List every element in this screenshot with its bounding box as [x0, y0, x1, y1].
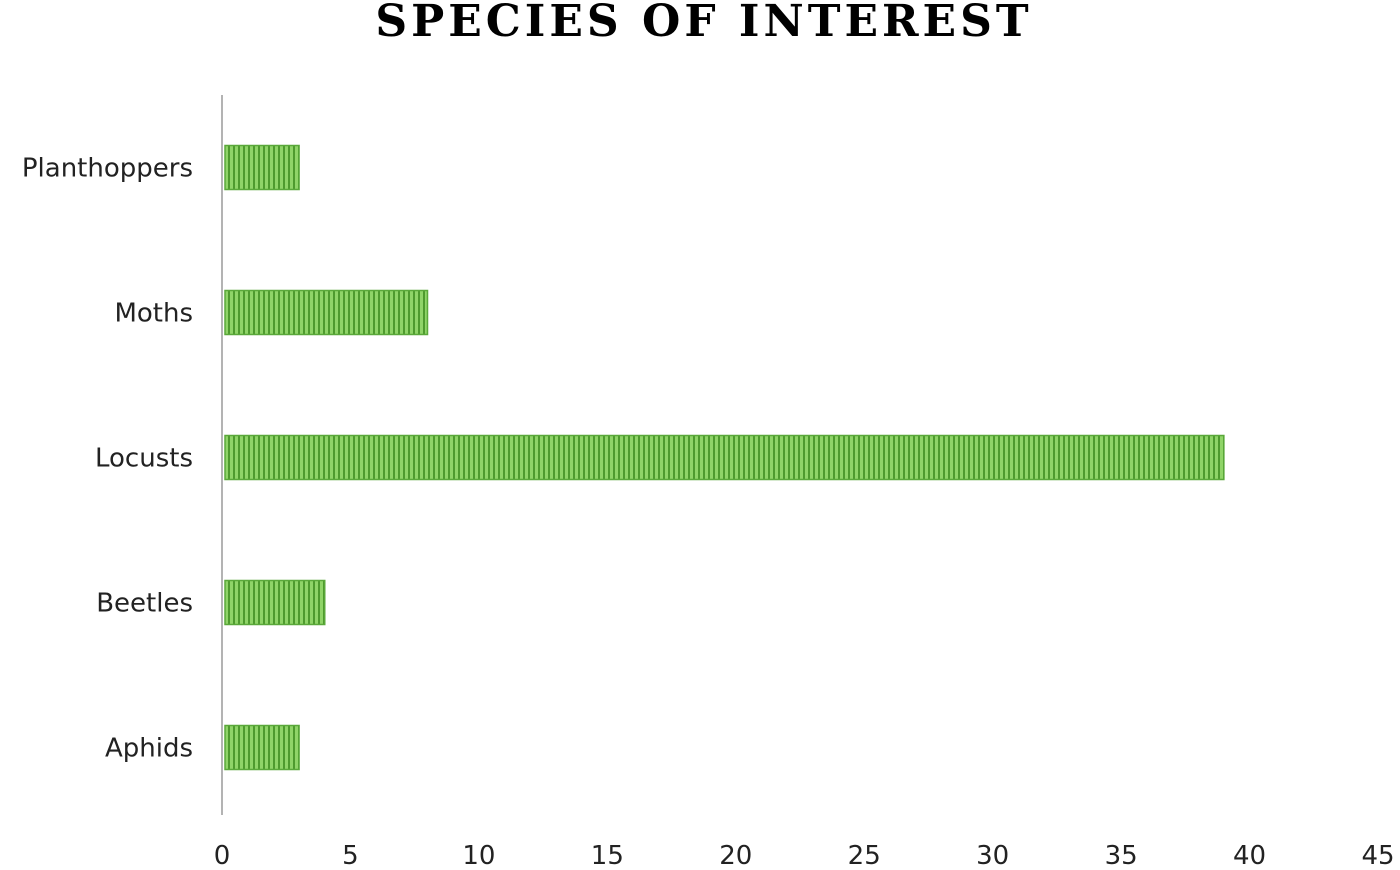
x-tick-label-15: 15 [591, 841, 624, 870]
x-tick-label-30: 30 [976, 841, 1009, 870]
category-label-aphids: Aphids [105, 734, 193, 764]
category-label-planthoppers: Planthoppers [22, 154, 193, 184]
category-label-beetles: Beetles [96, 589, 193, 619]
x-tick-label-10: 10 [462, 841, 495, 870]
chart-title: SPECIES OF INTEREST [375, 0, 1032, 47]
x-tick-label-35: 35 [1105, 841, 1138, 870]
x-tick-label-40: 40 [1233, 841, 1266, 870]
x-tick-label-0: 0 [214, 841, 231, 870]
category-label-moths: Moths [114, 299, 193, 329]
category-labels: Planthoppers Moths Locusts Beetles Aphids [22, 154, 193, 764]
x-tick-label-45: 45 [1361, 841, 1394, 870]
x-tick-label-20: 20 [719, 841, 752, 870]
x-tick-labels: 0 5 10 15 20 25 30 35 40 45 [214, 841, 1395, 870]
bars-layer [224, 144, 1225, 771]
bar-beetles [224, 579, 326, 626]
category-label-locusts: Locusts [95, 444, 193, 474]
bar-aphids [224, 724, 300, 771]
x-tick-label-25: 25 [848, 841, 881, 870]
x-tick-label-5: 5 [342, 841, 359, 870]
bar-locusts [224, 434, 1225, 481]
bar-moths [224, 289, 429, 336]
bar-planthoppers [224, 144, 300, 191]
